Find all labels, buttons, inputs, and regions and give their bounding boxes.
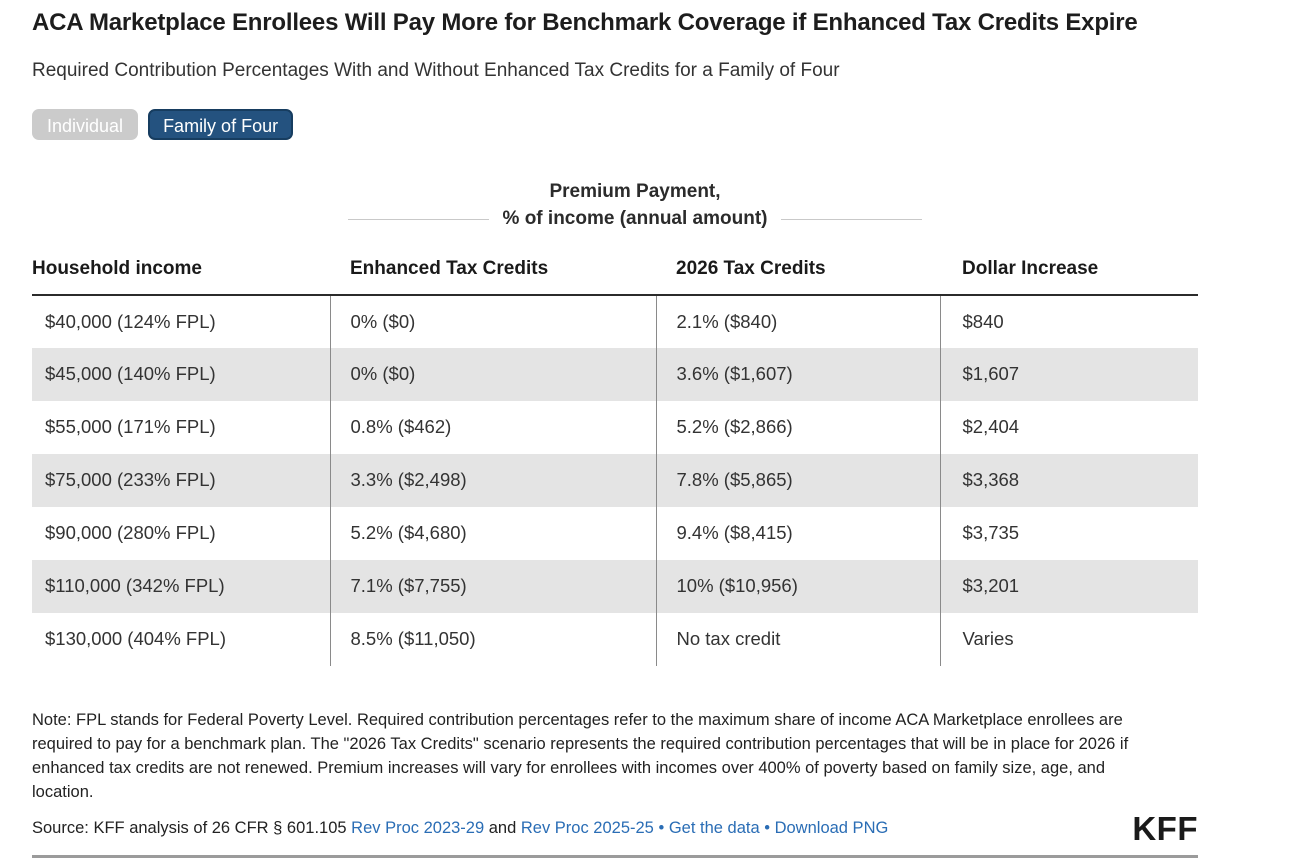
premium-table: Household income Enhanced Tax Credits 20… [32, 231, 1198, 666]
table-cell: $90,000 (280% FPL) [45, 522, 216, 544]
table-cell: 7.8% ($5,865) [655, 453, 940, 507]
table-cell: $840 [939, 294, 1198, 348]
table-cell: $40,000 (124% FPL) [45, 310, 216, 332]
column-header-2026-tax-credits: 2026 Tax Credits [656, 231, 940, 296]
table-cell: 3.3% ($2,498) [329, 453, 656, 507]
table-cell: 3.6% ($1,607) [655, 347, 940, 401]
spanner-rule-right [781, 218, 923, 220]
column-header-enhanced-tax-credits: Enhanced Tax Credits [330, 231, 656, 296]
source-text: Source: KFF analysis of 26 CFR § 601.105… [32, 819, 888, 838]
table-row: $40,000 (124% FPL) 0% ($0) 2.1% ($840) $… [32, 294, 1198, 348]
table-cell: $2,404 [939, 400, 1198, 454]
table-cell: $130,000 (404% FPL) [45, 628, 227, 650]
bottom-rule [32, 854, 1198, 858]
premium-payment-spanner: Premium Payment, % of income (annual amo… [348, 178, 923, 232]
link-download-png[interactable]: Download PNG [774, 818, 889, 837]
link-rev-proc-2023-29[interactable]: Rev Proc 2023-29 [351, 818, 485, 837]
table-cell: $1,607 [939, 347, 1198, 401]
table-cell: 2.1% ($840) [655, 294, 940, 348]
toggle-individual-button[interactable]: Individual [32, 108, 139, 140]
table-cell: $3,735 [939, 506, 1198, 560]
table-row: $130,000 (404% FPL) 8.5% ($11,050) No ta… [32, 612, 1198, 666]
source-row: Source: KFF analysis of 26 CFR § 601.105… [32, 812, 1198, 845]
table-cell: 0% ($0) [329, 347, 656, 401]
source-prefix: Source: KFF analysis of 26 CFR § 601.105 [32, 818, 352, 837]
bullet-separator: • [759, 818, 775, 837]
page-title: ACA Marketplace Enrollees Will Pay More … [32, 9, 1138, 36]
table-cell: 0% ($0) [329, 294, 656, 348]
spanner-rule-left [348, 218, 489, 220]
table-cell: 5.2% ($2,866) [655, 400, 940, 454]
table-cell: No tax credit [655, 612, 940, 666]
table-cell: $3,368 [939, 453, 1198, 507]
kff-logo: KFF [1132, 809, 1198, 847]
spanner-header: Premium Payment, % of income (annual amo… [489, 178, 782, 232]
table-cell: $45,000 (140% FPL) [32, 347, 330, 401]
spanner-header-line1: Premium Payment, [549, 180, 721, 202]
table-cell: $75,000 (233% FPL) [32, 453, 330, 507]
table-cell: 9.4% ($8,415) [655, 506, 940, 560]
column-header-dollar-increase: Dollar Increase [940, 231, 1198, 296]
table-cell: $3,201 [939, 559, 1198, 613]
table-cell: Varies [939, 612, 1198, 666]
table-row: $75,000 (233% FPL) 3.3% ($2,498) 7.8% ($… [32, 453, 1198, 507]
view-toggle: Individual Family of Four [32, 108, 1198, 140]
spanner-header-line2: % of income (annual amount) [502, 207, 768, 229]
source-and: and [484, 818, 521, 837]
table-cell: 10% ($10,956) [655, 559, 940, 613]
table-cell: $55,000 (171% FPL) [45, 416, 216, 438]
bullet-separator: • [653, 818, 669, 837]
table-row: $90,000 (280% FPL) 5.2% ($4,680) 9.4% ($… [32, 506, 1198, 560]
table-cell: 7.1% ($7,755) [329, 559, 656, 613]
table-row: $110,000 (342% FPL) 7.1% ($7,755) 10% ($… [32, 559, 1198, 613]
content: ACA Marketplace Enrollees Will Pay More … [32, 0, 1198, 858]
toggle-family-of-four-button[interactable]: Family of Four [148, 108, 294, 140]
page-subtitle: Required Contribution Percentages With a… [32, 59, 840, 81]
table-cell: 0.8% ($462) [329, 400, 656, 454]
header-row: Household income Enhanced Tax Credits 20… [32, 231, 1198, 296]
table-cell: $110,000 (342% FPL) [32, 559, 330, 613]
table-cell: 8.5% ($11,050) [329, 612, 656, 666]
table-cell: 5.2% ($4,680) [329, 506, 656, 560]
link-get-the-data[interactable]: Get the data [668, 818, 760, 837]
column-header-household-income: Household income [32, 231, 330, 296]
note-text: Note: FPL stands for Federal Poverty Lev… [32, 710, 1129, 801]
table-row: $45,000 (140% FPL) 0% ($0) 3.6% ($1,607)… [32, 347, 1198, 401]
link-rev-proc-2025-25[interactable]: Rev Proc 2025-25 [520, 818, 654, 837]
table-row: $55,000 (171% FPL) 0.8% ($462) 5.2% ($2,… [32, 400, 1198, 454]
